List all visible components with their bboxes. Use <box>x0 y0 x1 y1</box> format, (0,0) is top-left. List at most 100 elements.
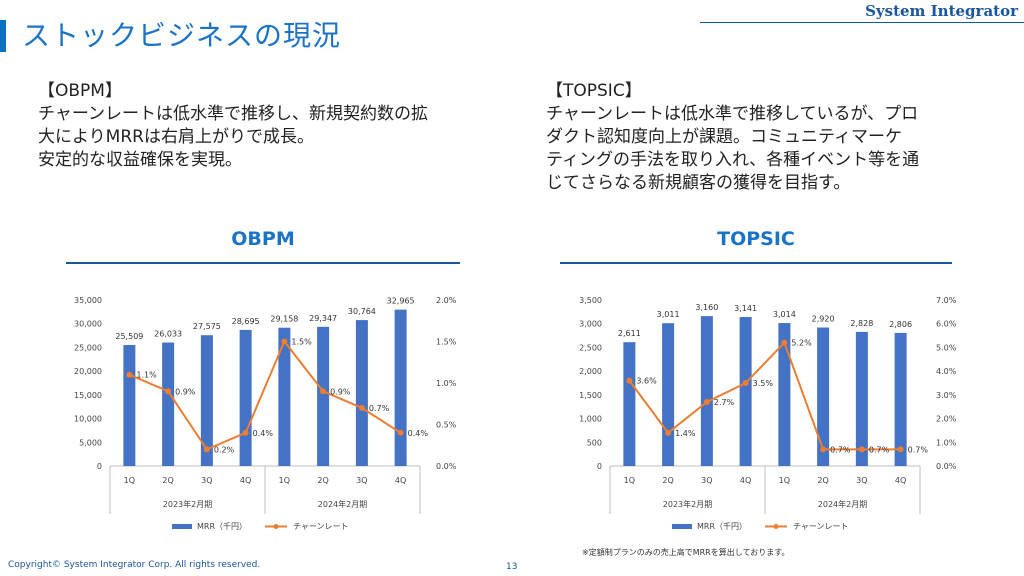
topsic-bar-label: 2,920 <box>812 315 835 324</box>
topsic-bar <box>739 317 752 466</box>
obpm-churn-label: 0.7% <box>369 404 390 413</box>
obpm-category-label: 4Q <box>240 476 251 485</box>
obpm-y-tick-label: 25,000 <box>74 343 102 352</box>
topsic-y-tick-label: 2,000 <box>579 367 602 376</box>
obpm-churn-point <box>281 338 288 345</box>
obpm-y-tick-label: 0 <box>97 462 102 471</box>
obpm-bar-label: 26,033 <box>154 330 182 339</box>
obpm-churn-label: 0.9% <box>175 387 196 396</box>
obpm-legend-line-marker <box>273 524 279 529</box>
obpm-line-3: 安定的な収益確保を実現。 <box>38 150 242 170</box>
topsic-bar <box>662 323 675 466</box>
topsic-churn-label: 2.7% <box>714 398 735 407</box>
topsic-bar-label: 3,011 <box>657 310 680 319</box>
topsic-line-3: ティングの手法を取り入れ、各種イベント等を通 <box>546 150 920 170</box>
obpm-bar <box>162 342 175 466</box>
obpm-churn-point <box>358 404 365 411</box>
obpm-category-label: 2Q <box>317 476 328 485</box>
obpm-churn-label: 0.4% <box>253 429 274 438</box>
obpm-category-label: 4Q <box>395 476 406 485</box>
obpm-y-tick-label: 30,000 <box>74 320 102 329</box>
obpm-category-label: 3Q <box>356 476 367 485</box>
page-title: ストックビジネスの現況 <box>22 19 342 52</box>
topsic-bar-label: 3,160 <box>695 303 718 312</box>
topsic-description: 【TOPSIC】 チャーンレートは低水準で推移しているが、プロ ダクト認知度向上… <box>546 80 976 195</box>
obpm-group-label: 2024年2月期 <box>318 499 367 509</box>
obpm-bar <box>355 320 368 466</box>
copyright: Copyright© System Integrator Corp. All r… <box>8 560 261 570</box>
topsic-category-label: 4Q <box>740 476 751 485</box>
obpm-y2-tick-label: 1.0% <box>436 379 457 388</box>
topsic-category-label: 3Q <box>701 476 712 485</box>
topsic-churn-label: 0.7% <box>830 445 851 454</box>
topsic-y2-tick-label: 0.0% <box>936 462 957 471</box>
topsic-y-tick-label: 1,000 <box>579 415 602 424</box>
topsic-chart-title: TOPSIC <box>717 228 795 250</box>
obpm-churn-label: 0.2% <box>214 445 235 454</box>
obpm-bar-label: 29,347 <box>309 314 337 323</box>
topsic-y-tick-label: 500 <box>587 438 602 447</box>
obpm-y-tick-label: 10,000 <box>74 415 102 424</box>
topsic-y-tick-label: 2,500 <box>579 343 602 352</box>
obpm-churn-label: 0.9% <box>330 387 351 396</box>
topsic-group-label: 2024年2月期 <box>818 499 867 509</box>
topsic-y2-tick-label: 1.0% <box>936 438 957 447</box>
obpm-category-label: 2Q <box>162 476 173 485</box>
topsic-legend-bar-swatch <box>672 524 692 529</box>
page-number: 13 <box>506 562 518 572</box>
topsic-y2-tick-label: 3.0% <box>936 391 957 400</box>
topsic-line-2: ダクト認知度向上が課題。コミュニティマーケ <box>546 127 902 147</box>
obpm-churn-point <box>165 388 172 395</box>
topsic-churn-point <box>703 398 710 405</box>
topsic-category-label: 4Q <box>895 476 906 485</box>
obpm-bar <box>239 329 252 466</box>
topsic-line-4: じてさらなる新規顧客の獲得を目指す。 <box>546 173 851 193</box>
topsic-churn-label: 0.7% <box>908 445 929 454</box>
topsic-y2-tick-label: 6.0% <box>936 320 957 329</box>
topsic-category-label: 2Q <box>817 476 828 485</box>
obpm-line-1: チャーンレートは低水準で推移し、新規契約数の拡 <box>38 104 428 124</box>
topsic-category-label: 1Q <box>779 476 790 485</box>
obpm-bar-label: 27,575 <box>193 322 221 331</box>
brand-logo-text: System Integrator <box>865 2 1018 20</box>
obpm-y-tick-label: 35,000 <box>74 296 102 305</box>
topsic-bar-label: 2,611 <box>618 329 641 338</box>
topsic-chart: 0 500 1,000 1,500 2,000 2,500 3,000 3,500 0.0% 1.… <box>579 296 957 531</box>
topsic-bar <box>778 323 791 466</box>
topsic-churn-point <box>665 429 672 436</box>
topsic-y2-tick-label: 5.0% <box>936 343 957 352</box>
obpm-churn-point <box>320 388 327 395</box>
obpm-category-label: 1Q <box>279 476 290 485</box>
obpm-bar-label: 30,764 <box>348 307 376 316</box>
obpm-bar-label: 32,965 <box>387 297 415 306</box>
topsic-churn-point <box>626 377 633 384</box>
topsic-line-1: チャーンレートは低水準で推移しているが、プロ <box>546 104 919 124</box>
obpm-y2-tick-label: 2.0% <box>436 296 457 305</box>
topsic-category-label: 2Q <box>662 476 673 485</box>
topsic-churn-label: 3.6% <box>636 377 657 386</box>
obpm-churn-point <box>126 371 133 378</box>
topsic-bar <box>623 342 636 466</box>
topsic-churn-point <box>820 446 827 453</box>
obpm-churn-label: 0.4% <box>408 429 429 438</box>
obpm-heading: 【OBPM】 <box>38 81 122 101</box>
topsic-churn-point <box>897 446 904 453</box>
obpm-chart: 0 5,000 10,000 15,000 20,000 25,000 30,000 35,0… <box>74 296 457 531</box>
topsic-bar-label: 2,806 <box>889 320 912 329</box>
topsic-title-rule <box>560 262 952 264</box>
topsic-y2-tick-label: 7.0% <box>936 296 957 305</box>
topsic-legend-bar-label: MRR（千円） <box>697 521 747 531</box>
obpm-description: 【OBPM】 チャーンレートは低水準で推移し、新規契約数の拡 大によりMRRは右… <box>38 80 488 172</box>
obpm-group-label: 2023年2月期 <box>163 499 212 509</box>
obpm-churn-point <box>203 446 210 453</box>
topsic-bar <box>855 331 868 466</box>
obpm-bar-label: 29,158 <box>270 315 298 324</box>
topsic-y-tick-label: 3,000 <box>579 320 602 329</box>
obpm-churn-label: 1.5% <box>291 338 312 347</box>
obpm-bar <box>200 335 213 466</box>
topsic-bar-label: 2,828 <box>850 319 873 328</box>
topsic-churn-label: 1.4% <box>675 429 696 438</box>
topsic-churn-point <box>858 446 865 453</box>
brand-underline <box>700 22 1024 23</box>
obpm-bar <box>317 326 330 466</box>
